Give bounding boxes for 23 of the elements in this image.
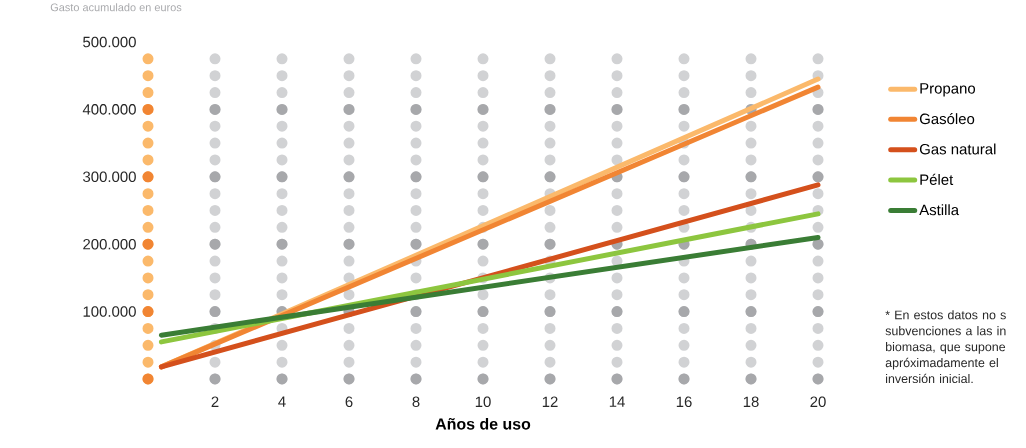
legend-label: Gasóleo	[919, 113, 975, 125]
x-tick-label: 20	[810, 396, 826, 408]
y-tick-label: 300.000	[83, 171, 136, 183]
x-tick-label: 10	[475, 396, 491, 408]
x-tick-label: 6	[345, 396, 353, 408]
x-tick-label: 2	[211, 396, 219, 407]
y-tick-label: 100.000	[83, 306, 136, 317]
legend-label: Gas natural	[919, 143, 996, 155]
legend-label: Propano	[920, 83, 976, 97]
y-tick-label: 200.000	[83, 238, 136, 250]
y-tick-label: 400.000	[82, 104, 136, 115]
x-axis-title: Años de uso	[435, 417, 531, 430]
x-tick-label: 16	[676, 396, 692, 408]
text: * En estos datos no s subvenciones a las in biomasa, que supone apróximadamente el inversión inicial.	[885, 310, 1006, 384]
x-tick-label: 14	[609, 396, 625, 407]
y-tick-label: 500.000	[83, 36, 136, 48]
y-axis-title: Gasto acumulado en euros	[50, 3, 182, 12]
x-tick-label: 4	[278, 396, 286, 407]
legend-label: Astilla	[919, 204, 960, 216]
x-tick-label: 12	[542, 396, 558, 407]
x-tick-label: 8	[412, 396, 420, 408]
legend-label: Pélet	[920, 173, 954, 185]
x-tick-label: 18	[743, 396, 759, 408]
